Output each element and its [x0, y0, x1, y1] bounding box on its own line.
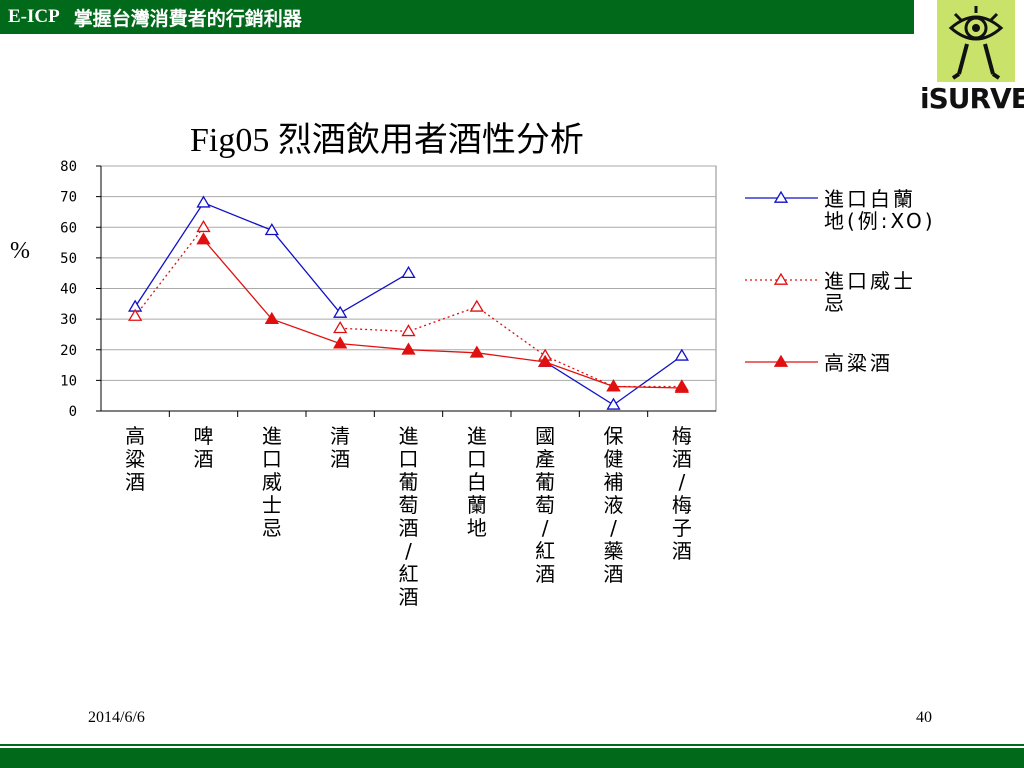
y-tick-label: 30 — [60, 312, 77, 328]
isurvey-logo: iSURVEY — [920, 0, 1024, 118]
y-tick-label: 0 — [69, 404, 77, 420]
x-category-label: 保健補液/藥酒 — [604, 424, 624, 586]
header-title: 掌握台灣消費者的行銷利器 — [73, 7, 302, 30]
y-tick-label: 20 — [60, 343, 77, 359]
legend-swatch-marker — [773, 354, 789, 367]
y-tick-label: 50 — [60, 251, 77, 267]
legend-swatch-marker — [773, 190, 789, 203]
data-point — [401, 265, 416, 279]
eye-figure-icon — [948, 6, 1004, 80]
data-point — [401, 342, 416, 355]
legend-entry: 進口威士忌 — [824, 269, 916, 315]
data-point — [606, 379, 621, 392]
y-tick-label: 10 — [60, 373, 77, 389]
y-tick-label: 60 — [60, 220, 77, 236]
data-point — [333, 305, 348, 318]
data-point — [469, 345, 484, 358]
footer-date: 2014/6/6 — [88, 709, 145, 726]
header-bar: E-ICP 掌握台灣消費者的行銷利器 — [0, 0, 914, 34]
x-category-label: 清酒 — [330, 424, 350, 471]
x-category-label: 梅酒/梅子酒 — [672, 424, 692, 563]
x-category-label: 進口白蘭地 — [467, 424, 487, 540]
legend-swatch-marker — [773, 272, 789, 285]
legend-entry: 高粱酒 — [824, 351, 893, 375]
series-line — [134, 226, 205, 317]
data-point — [674, 348, 689, 361]
y-tick-label: 70 — [60, 190, 77, 206]
series-line — [203, 239, 682, 389]
data-point — [196, 232, 211, 245]
y-tick-label: 40 — [60, 282, 77, 298]
data-point — [606, 397, 621, 410]
x-category-label: 高粱酒 — [125, 424, 145, 494]
data-point — [469, 299, 484, 312]
data-point — [401, 324, 416, 337]
data-point — [196, 219, 211, 233]
legend-entry: 進口白蘭地(例:XO) — [824, 187, 936, 233]
header-brand: E-ICP — [8, 6, 60, 27]
x-category-label: 進口葡萄酒/紅酒 — [399, 424, 419, 609]
x-category-label: 進口威士忌 — [262, 424, 282, 540]
data-point — [196, 195, 211, 208]
y-axis-label: % — [10, 238, 30, 264]
data-point — [333, 321, 348, 334]
data-point — [128, 308, 143, 321]
logo-text: iSURVEY — [920, 82, 1024, 115]
data-point — [333, 336, 348, 349]
footer-divider — [0, 744, 1024, 746]
footer-bar — [0, 748, 1024, 768]
data-point — [538, 354, 553, 367]
x-category-label: 國產葡萄/紅酒 — [535, 424, 555, 586]
chart-title: Fig05 烈酒飲用者酒性分析 — [190, 122, 584, 159]
data-point — [264, 223, 279, 236]
logo-badge — [937, 0, 1015, 82]
data-point — [264, 311, 279, 324]
data-point — [674, 380, 689, 393]
y-tick-label: 80 — [60, 159, 77, 175]
page-number: 40 — [916, 709, 932, 726]
x-category-label: 啤酒 — [194, 424, 214, 471]
